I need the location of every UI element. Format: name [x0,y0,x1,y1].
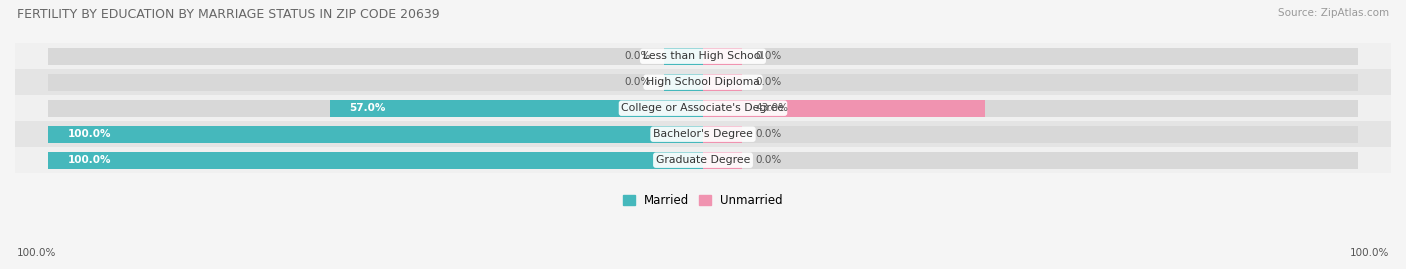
Bar [703,100,1358,117]
Text: 0.0%: 0.0% [624,51,651,61]
Text: 0.0%: 0.0% [755,51,782,61]
Text: FERTILITY BY EDUCATION BY MARRIAGE STATUS IN ZIP CODE 20639: FERTILITY BY EDUCATION BY MARRIAGE STATU… [17,8,440,21]
Legend: Married, Unmarried: Married, Unmarried [619,189,787,212]
Bar [15,121,1391,147]
Bar [329,100,703,117]
Bar [664,48,703,65]
Bar [15,43,1391,69]
Text: 100.0%: 100.0% [17,248,56,258]
Text: 0.0%: 0.0% [755,155,782,165]
Bar [703,48,742,65]
Text: 57.0%: 57.0% [349,103,385,113]
Bar [48,152,703,169]
Bar [48,126,703,143]
Bar [48,100,703,117]
Bar [48,74,703,91]
Bar [703,152,1358,169]
Text: College or Associate's Degree: College or Associate's Degree [621,103,785,113]
Bar [48,126,703,143]
Bar [15,69,1391,95]
Bar [703,126,742,143]
Bar [664,74,703,91]
Bar [15,147,1391,173]
Text: 100.0%: 100.0% [67,129,111,139]
Text: Bachelor's Degree: Bachelor's Degree [652,129,754,139]
Text: High School Diploma: High School Diploma [647,77,759,87]
Text: 0.0%: 0.0% [755,77,782,87]
Bar [703,74,1358,91]
Bar [703,74,742,91]
Bar [703,48,1358,65]
Text: 0.0%: 0.0% [755,129,782,139]
Text: 0.0%: 0.0% [624,77,651,87]
Text: 100.0%: 100.0% [1350,248,1389,258]
Text: Graduate Degree: Graduate Degree [655,155,751,165]
Bar [703,100,984,117]
Bar [48,152,703,169]
Text: Source: ZipAtlas.com: Source: ZipAtlas.com [1278,8,1389,18]
Bar [15,95,1391,121]
Text: 100.0%: 100.0% [67,155,111,165]
Text: 43.0%: 43.0% [755,103,789,113]
Text: Less than High School: Less than High School [643,51,763,61]
Bar [48,48,703,65]
Bar [703,126,1358,143]
Bar [703,152,742,169]
